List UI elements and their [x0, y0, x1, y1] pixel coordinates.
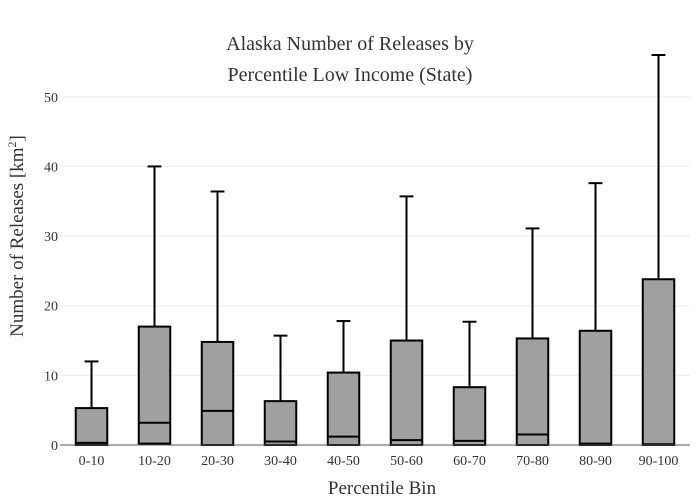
y-axis-ticks: 0 10 20 30 40 50	[44, 91, 58, 454]
x-tick-label: 90-100	[639, 454, 679, 469]
y-axis-title-superscript: 2	[5, 141, 19, 147]
box-iqr	[578, 329, 613, 446]
y-tick-label: 30	[44, 230, 58, 245]
box-iqr	[137, 325, 172, 445]
box-series	[74, 54, 676, 447]
y-axis-title: Number of Releases [km2]	[5, 135, 28, 337]
box-iqr	[641, 278, 676, 446]
x-tick-label: 50-60	[390, 454, 423, 469]
box-0-10	[74, 360, 109, 447]
box-30-40	[263, 334, 298, 446]
box-20-30	[200, 190, 235, 446]
chart-title-line-2: Percentile Low Income (State)	[228, 64, 473, 86]
x-tick-label: 70-80	[516, 454, 549, 469]
box-iqr	[452, 386, 487, 447]
box-iqr	[515, 337, 550, 447]
y-tick-label: 0	[51, 439, 58, 454]
box-50-60	[389, 195, 424, 446]
y-tick-label: 50	[44, 91, 58, 106]
box-iqr	[263, 400, 298, 446]
x-tick-label: 30-40	[264, 454, 297, 469]
x-tick-label: 10-20	[138, 454, 171, 469]
box-iqr	[326, 371, 361, 447]
y-tick-label: 20	[44, 300, 58, 315]
box-10-20	[137, 165, 172, 445]
x-tick-label: 20-30	[201, 454, 234, 469]
box-iqr	[74, 407, 109, 447]
x-tick-label: 0-10	[79, 454, 105, 469]
x-tick-label: 40-50	[327, 454, 360, 469]
box-iqr	[389, 339, 424, 446]
box-40-50	[326, 320, 361, 447]
y-axis-title-close: ]	[7, 135, 28, 141]
x-tick-label: 60-70	[453, 454, 486, 469]
box-60-70	[452, 320, 487, 447]
chart-title-line-1: Alaska Number of Releases by	[226, 33, 474, 55]
y-axis-title-main: Number of Releases [km	[7, 147, 28, 337]
y-tick-label: 40	[44, 160, 58, 175]
x-axis-title: Percentile Bin	[328, 478, 437, 499]
y-tick-label: 10	[44, 369, 58, 384]
box-80-90	[578, 182, 613, 446]
x-axis-ticks: 0-10 10-20 20-30 30-40 40-50 50-60 60-70 70-80 8…	[79, 454, 679, 469]
box-iqr	[200, 340, 235, 446]
x-tick-label: 80-90	[579, 454, 612, 469]
box-90-100	[641, 54, 676, 446]
box-70-80	[515, 227, 550, 447]
